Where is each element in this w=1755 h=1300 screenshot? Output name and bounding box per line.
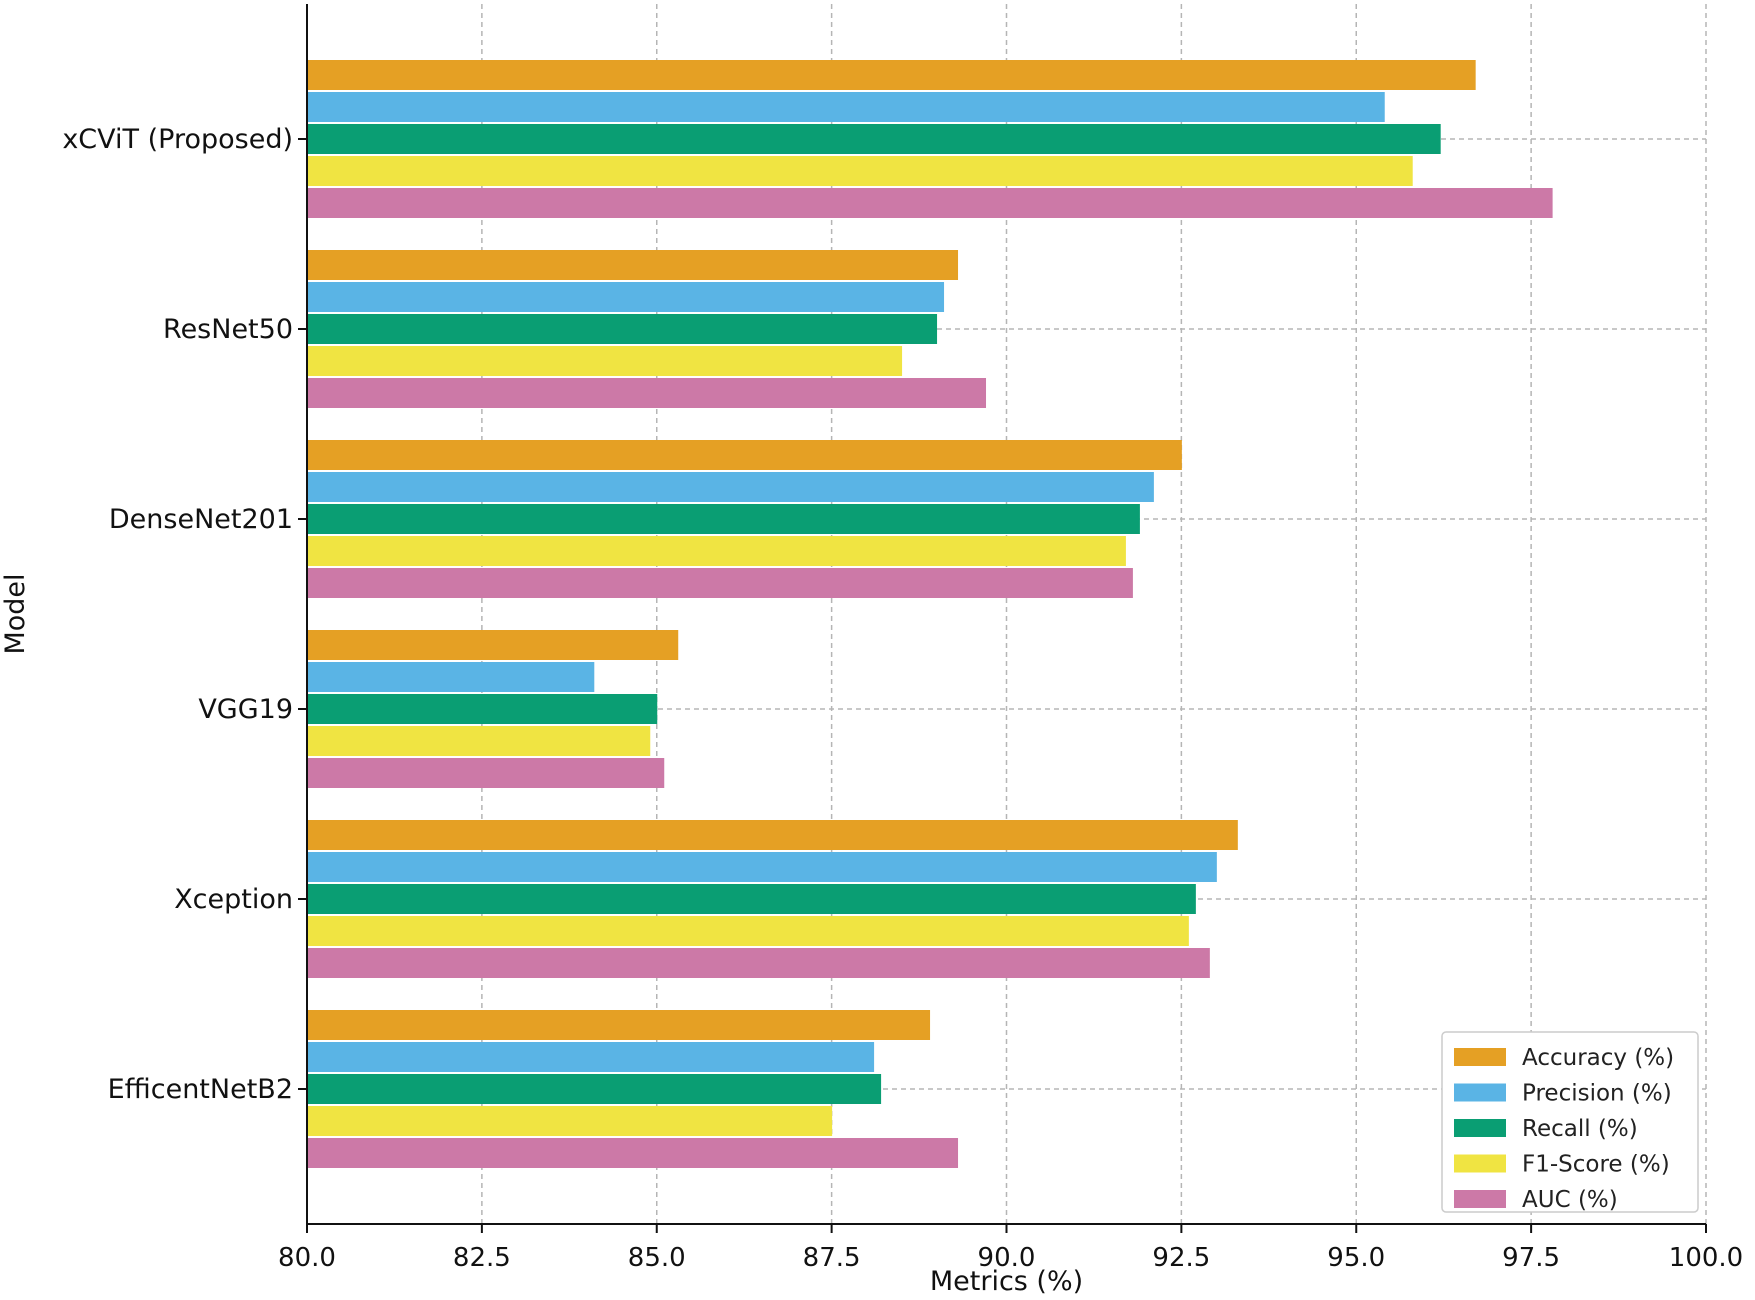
bar [306,188,1553,218]
bars [306,60,1553,1168]
bar [306,314,938,344]
legend: Accuracy (%) Precision (%) Recall (%) F1-Sc… [1441,1031,1699,1213]
bar [306,60,1476,90]
bar [306,662,595,692]
bar [306,948,1210,978]
bar [306,156,1413,186]
legend-label: F1-Score (%) [1522,1152,1670,1178]
bar [306,378,987,408]
bar [306,820,1238,850]
bar [306,568,1133,598]
bar [306,472,1154,502]
legend-swatch [1454,1154,1506,1173]
legend-swatch [1454,1083,1506,1102]
y-tick-label: VGG19 [198,694,293,725]
axes [298,4,1707,1233]
legend-label: Accuracy (%) [1522,1045,1674,1071]
legend-label: Recall (%) [1522,1116,1638,1142]
bar [306,282,945,312]
bar [306,852,1217,882]
legend-swatch [1454,1048,1506,1066]
bar [306,694,658,724]
y-tick-label: DenseNet201 [109,504,293,535]
y-tick-label: xCViT (Proposed) [62,124,293,155]
x-tick-label: 95.0 [1327,1243,1385,1273]
x-tick-label: 85.0 [628,1243,686,1273]
bar [306,1106,833,1136]
y-tick-label: Xception [174,884,293,915]
bar [306,884,1196,914]
y-tick-label: EfficentNetB2 [108,1074,293,1105]
bar [306,124,1441,154]
bar [306,1042,875,1072]
legend-swatch [1454,1190,1506,1208]
bar [306,440,1182,470]
bar [306,250,959,280]
x-tick-label: 97.5 [1502,1243,1560,1273]
bar [306,726,651,756]
x-tick-label: 82.5 [453,1243,511,1273]
legend-swatch [1454,1119,1506,1137]
x-tick-label: 100.0 [1669,1243,1743,1273]
y-axis-title: Model [0,573,31,654]
bar [306,92,1385,122]
legend-label: AUC (%) [1522,1187,1618,1213]
legend-label: Precision (%) [1522,1081,1672,1107]
bar [306,536,1126,566]
bar [306,758,665,788]
x-tick-label: 92.5 [1152,1243,1210,1273]
x-tick-label: 80.0 [278,1243,336,1273]
x-tick-label: 87.5 [803,1243,861,1273]
bar [306,346,903,376]
x-tick-label: 90.0 [978,1243,1036,1273]
y-tick-label: ResNet50 [163,314,293,345]
x-axis-title: Metrics (%) [930,1266,1083,1297]
bar [306,1010,931,1040]
tick-labels: 80.0 82.5 85.0 87.5 90.0 92.5 95.0 97.5 100.0 xCV… [62,124,1743,1273]
bar [306,916,1189,946]
bar [306,504,1140,534]
bar [306,630,679,660]
bar [306,1074,882,1104]
bar [306,1138,959,1168]
